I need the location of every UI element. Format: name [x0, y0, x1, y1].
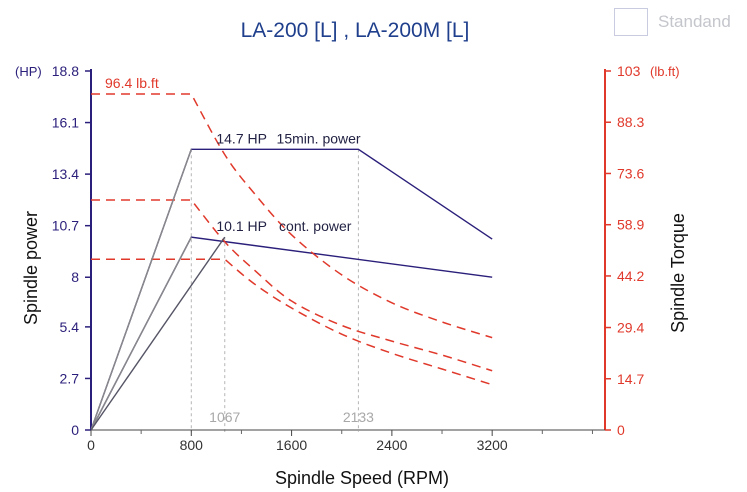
y-left-tick-label-6: 16.1 [52, 115, 79, 131]
y-right-tick-label-3: 44.2 [617, 268, 644, 284]
y-right-tick-label-2: 29.4 [617, 320, 644, 336]
y-left-tick-label-7: 18.8 [52, 63, 79, 79]
x-extra-label-1: 2133 [343, 409, 374, 425]
x-tick-label-3: 2400 [376, 437, 407, 453]
y-right-tick-label-6: 88.3 [617, 114, 644, 130]
y-left-tick-label-1: 2.7 [60, 370, 80, 386]
x-tick-label-2: 1600 [276, 437, 307, 453]
y-left-tick-label-4: 10.7 [52, 218, 79, 234]
series-line-5 [90, 149, 192, 431]
series-line-0 [90, 148, 493, 431]
series-line-3 [91, 199, 493, 372]
y-left-axis-title: Spindle power [21, 211, 41, 325]
y-right-tick-label-7: 103 [617, 63, 641, 79]
left-unit-label: (HP) [15, 64, 42, 79]
series-line-1 [90, 236, 493, 431]
chart-title: LA-200 [L] , LA-200M [L] [241, 19, 470, 42]
x-tick-label-0: 0 [87, 437, 95, 453]
y-right-tick-label-0: 0 [617, 422, 625, 438]
annotation-0: 96.4 lb.ft [105, 75, 159, 91]
series-line-2 [91, 93, 493, 339]
x-extra-label-0: 1067 [209, 409, 240, 425]
series-line-6 [90, 236, 192, 431]
y-left-tick-label-0: 0 [71, 422, 79, 438]
annotation-2: 15min. power [277, 130, 361, 146]
y-left-tick-label-3: 8 [71, 269, 79, 285]
y-left-tick-label-2: 5.4 [60, 319, 80, 335]
y-right-axis-title: Spindle Torque [668, 213, 688, 333]
x-axis-title: Spindle Speed (RPM) [275, 468, 449, 488]
right-unit-label: (lb.ft) [650, 64, 680, 79]
y-right-tick-label-4: 58.9 [617, 217, 644, 233]
y-right-tick-label-1: 14.7 [617, 371, 644, 387]
legend-swatch [614, 8, 648, 36]
y-right-tick-label-5: 73.6 [617, 165, 644, 181]
x-tick-label-4: 3200 [477, 437, 508, 453]
annotation-3: 10.1 HP [216, 218, 267, 234]
annotation-4: cont. power [279, 218, 352, 234]
y-left-tick-label-5: 13.4 [52, 166, 79, 182]
series-line-4 [91, 258, 493, 386]
legend-label: Standand [658, 12, 731, 31]
x-tick-label-1: 800 [180, 437, 204, 453]
series-line-7 [90, 236, 226, 431]
annotation-1: 14.7 HP [216, 130, 267, 146]
